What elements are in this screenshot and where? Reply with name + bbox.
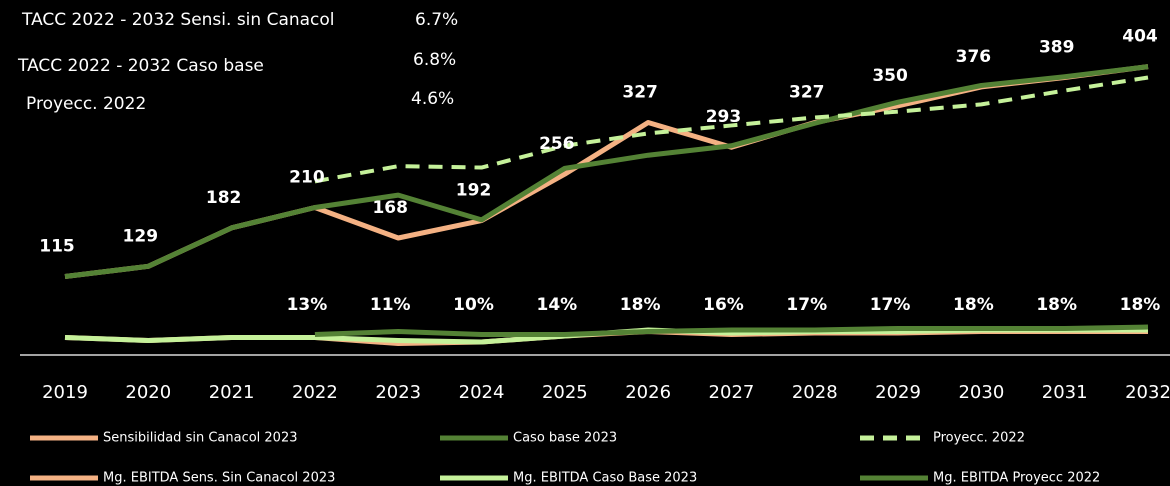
legend-label: Mg. EBITDA Proyecc 2022 [933, 471, 1100, 486]
x-tick-label: 2024 [459, 382, 505, 403]
x-tick-label: 2027 [709, 382, 755, 403]
data-label: 168 [372, 198, 408, 218]
data-label: 18% [953, 295, 994, 315]
annotation: TACC 2022 - 2032 Caso base [17, 56, 264, 76]
data-label: 17% [786, 295, 827, 315]
data-label: 327 [789, 83, 825, 103]
legend-label: Proyecc. 2022 [933, 431, 1025, 446]
data-label: 210 [289, 168, 325, 188]
series-line [64, 64, 1149, 279]
x-tick-label: 2029 [875, 382, 921, 403]
data-label: 13% [287, 295, 328, 315]
data-label: 256 [539, 134, 575, 154]
x-tick-label: 2032 [1125, 382, 1170, 403]
series-line [314, 324, 1149, 337]
x-tick-label: 2025 [542, 382, 588, 403]
data-label: 129 [123, 226, 159, 246]
data-label: 14% [536, 295, 577, 315]
series-line [64, 64, 1149, 279]
legend-label: Mg. EBITDA Caso Base 2023 [513, 471, 697, 486]
data-label: 18% [620, 295, 661, 315]
data-label: 376 [956, 47, 992, 67]
data-label: 404 [1122, 27, 1158, 47]
data-label: 18% [1036, 295, 1077, 315]
data-label: 18% [1120, 295, 1161, 315]
legend-label: Caso base 2023 [513, 431, 617, 446]
legend-label: Sensibilidad sin Canacol 2023 [103, 431, 298, 446]
annotation-value: 6.7% [415, 10, 458, 30]
annotation-value: 4.6% [411, 89, 454, 109]
annotation: Proyecc. 2022 [26, 94, 146, 114]
data-label: 16% [703, 295, 744, 315]
data-label: 192 [456, 181, 492, 201]
data-label: 182 [206, 188, 242, 208]
data-label: 293 [706, 107, 742, 127]
data-label: 350 [872, 66, 908, 86]
x-tick-label: 2021 [209, 382, 255, 403]
x-tick-label: 2019 [42, 382, 88, 403]
annotation: TACC 2022 - 2032 Sensi. sin Canacol [21, 10, 335, 30]
data-label: 17% [870, 295, 911, 315]
x-tick-label: 2026 [625, 382, 671, 403]
data-label: 11% [370, 295, 411, 315]
x-tick-label: 2020 [125, 382, 171, 403]
data-label: 115 [39, 236, 75, 256]
data-label: 10% [453, 295, 494, 315]
data-label: 327 [622, 83, 658, 103]
series-line [314, 75, 1149, 184]
x-tick-label: 2030 [958, 382, 1004, 403]
legend-label: Mg. EBITDA Sens. Sin Canacol 2023 [103, 471, 335, 486]
annotation-value: 6.8% [413, 50, 456, 70]
x-tick-label: 2031 [1042, 382, 1088, 403]
x-tick-label: 2028 [792, 382, 838, 403]
x-tick-label: 2023 [375, 382, 421, 403]
data-label: 389 [1039, 38, 1075, 58]
x-tick-label: 2022 [292, 382, 338, 403]
